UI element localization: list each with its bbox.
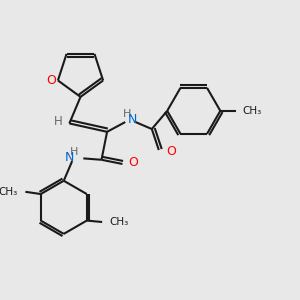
Text: N: N bbox=[65, 151, 74, 164]
Text: CH₃: CH₃ bbox=[110, 217, 129, 227]
Text: O: O bbox=[129, 156, 139, 169]
Text: O: O bbox=[46, 74, 56, 87]
Text: H: H bbox=[54, 115, 63, 128]
Text: O: O bbox=[167, 145, 176, 158]
Text: H: H bbox=[123, 109, 132, 119]
Text: CH₃: CH₃ bbox=[0, 187, 18, 197]
Text: CH₃: CH₃ bbox=[243, 106, 262, 116]
Text: N: N bbox=[128, 113, 137, 126]
Text: H: H bbox=[70, 147, 79, 157]
